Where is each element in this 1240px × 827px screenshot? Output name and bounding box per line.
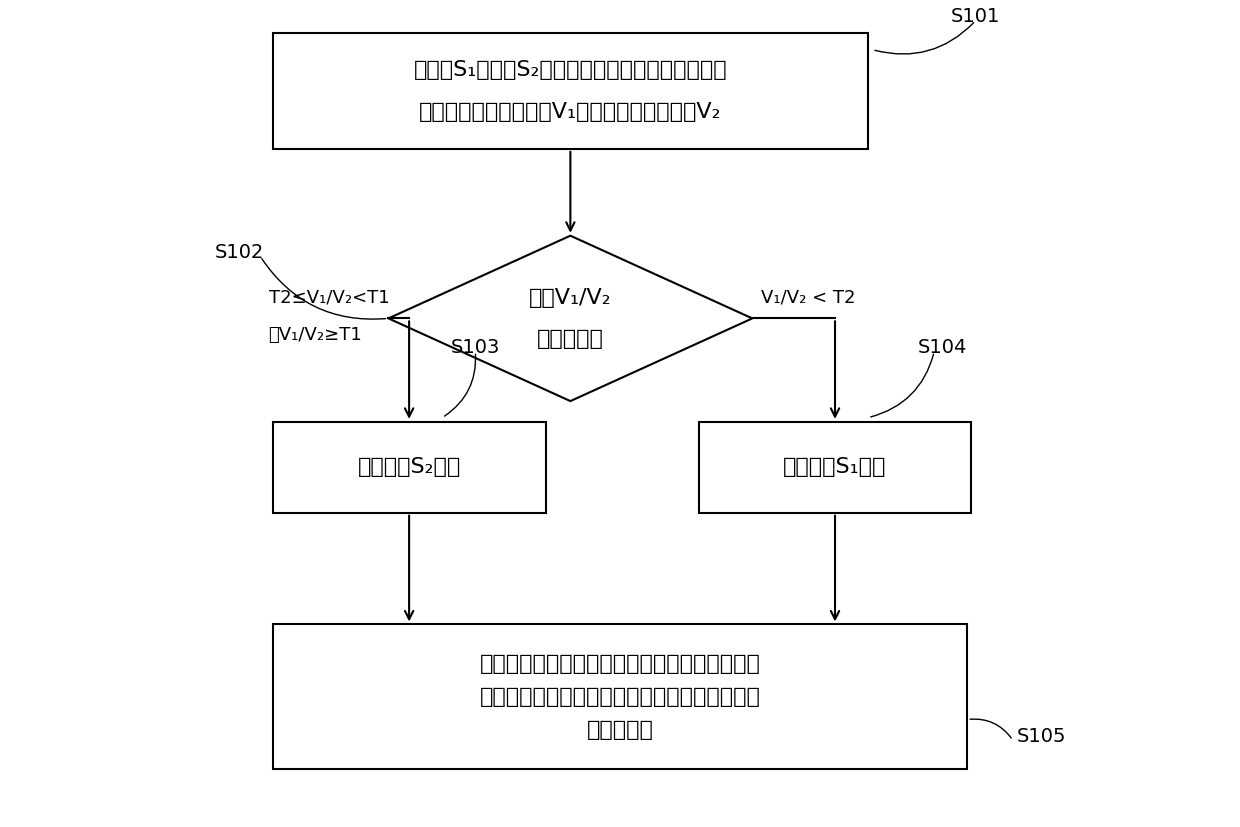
Text: 地给缘阔抗: 地给缘阔抗 [587, 719, 653, 740]
Text: 判断V₁/V₂: 判断V₁/V₂ [529, 288, 611, 308]
Text: S103: S103 [450, 338, 500, 356]
Text: S105: S105 [1017, 727, 1066, 745]
Text: 根据改变前、后的光伏电池板正、负极对地等效: 根据改变前、后的光伏电池板正、负极对地等效 [480, 653, 760, 674]
Text: S101: S101 [951, 7, 1001, 26]
FancyBboxPatch shape [273, 624, 967, 769]
FancyBboxPatch shape [698, 422, 971, 513]
Text: 电阴的分压建立方程组，计算得到光伏电池板对: 电阴的分压建立方程组，计算得到光伏电池板对 [480, 686, 760, 707]
Text: S102: S102 [215, 243, 264, 261]
FancyBboxPatch shape [273, 422, 546, 513]
Text: 控制开关S₁闭合: 控制开关S₁闭合 [784, 457, 887, 477]
FancyBboxPatch shape [273, 33, 868, 149]
Text: S104: S104 [918, 338, 967, 356]
Text: 或V₁/V₂≥T1: 或V₁/V₂≥T1 [269, 326, 362, 344]
Polygon shape [388, 236, 753, 401]
Text: T2≤V₁/V₂<T1: T2≤V₁/V₂<T1 [269, 289, 389, 307]
Text: 控制开关S₂闭合: 控制开关S₂闭合 [357, 457, 461, 477]
Text: V₁/V₂ < T2: V₁/V₂ < T2 [760, 289, 856, 307]
Text: 板的正极对地电压大小V₁和负极对地电压大小V₂: 板的正极对地电压大小V₁和负极对地电压大小V₂ [419, 102, 722, 122]
Text: 所处的区间: 所处的区间 [537, 329, 604, 349]
Text: 在开关S₁和开关S₂均断开的情况下，获取光伏电池: 在开关S₁和开关S₂均断开的情况下，获取光伏电池 [414, 60, 727, 80]
